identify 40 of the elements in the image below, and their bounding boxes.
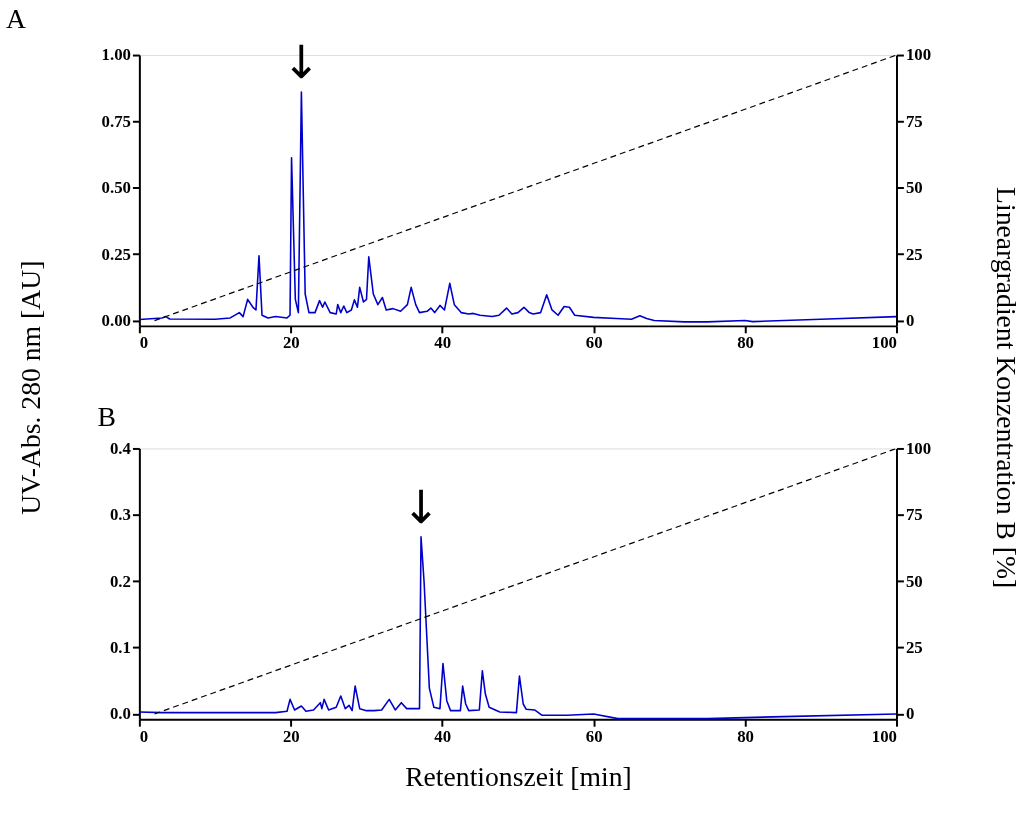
x-tick-label: 100 — [871, 726, 897, 746]
y2-axis-title: Lineargradient Konzentration B [%] — [990, 187, 1022, 589]
y-axis-title: UV-Abs. 280 nm [AU] — [15, 260, 47, 515]
y2-tick-label: 0 — [905, 704, 915, 724]
y-tick-label: 0.75 — [101, 111, 131, 131]
y-tick-label: 0.3 — [109, 505, 131, 525]
y-tick-label: 0.25 — [101, 244, 131, 264]
y-tick-label: 0.4 — [109, 438, 132, 458]
y2-tick-label: 100 — [905, 45, 932, 65]
y-tick-label: 0.1 — [109, 638, 131, 658]
y2-tick-label: 50 — [905, 571, 923, 591]
x-tick-label: 40 — [434, 333, 452, 353]
y-tick-label: 0.50 — [101, 178, 131, 198]
x-tick-label: 20 — [282, 333, 300, 353]
x-tick-label: 60 — [585, 333, 603, 353]
x-tick-label: 0 — [139, 333, 149, 353]
annotation: ↓ — [401, 480, 441, 534]
y2-tick-label: 75 — [905, 505, 923, 525]
x-tick-label: 100 — [871, 333, 897, 353]
y-tick-label: 0.00 — [101, 311, 131, 331]
y2-tick-label: 50 — [905, 178, 923, 198]
annotation: ↓ — [282, 36, 321, 90]
y-tick-label: 1.00 — [101, 45, 131, 65]
y2-tick-label: 75 — [905, 111, 923, 131]
x-axis-title: Retentionszeit [min] — [405, 760, 632, 792]
x-tick-label: 80 — [737, 726, 754, 746]
y2-tick-label: 25 — [905, 244, 923, 264]
line-series — [139, 91, 897, 323]
y2-tick-label: 0 — [905, 311, 915, 331]
x-tick-label: 0 — [139, 726, 149, 746]
y-tick-label: 0.0 — [109, 704, 131, 724]
x-tick-label: 20 — [282, 726, 300, 746]
y2-tick-label: 25 — [905, 638, 923, 658]
y2-tick-label: 100 — [905, 438, 932, 458]
chart-title: A — [5, 2, 26, 34]
x-tick-label: 60 — [585, 726, 603, 746]
x-tick-label: 80 — [737, 333, 754, 353]
y-tick-label: 0.2 — [109, 571, 131, 591]
x-tick-label: 40 — [434, 726, 452, 746]
chart-title: B — [97, 400, 117, 432]
